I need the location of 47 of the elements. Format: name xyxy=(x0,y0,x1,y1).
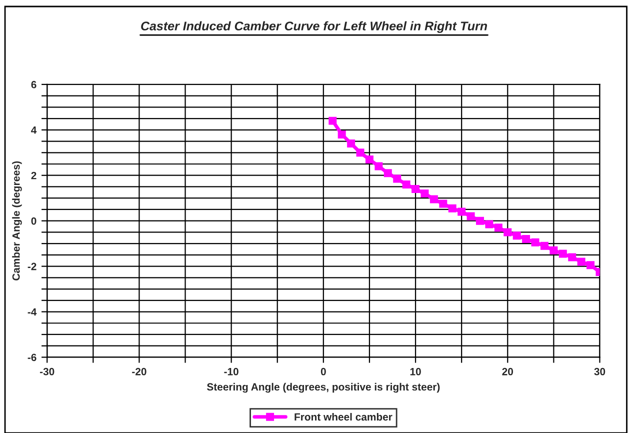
x-tick-label: -10 xyxy=(224,368,238,376)
point xyxy=(338,130,346,138)
point xyxy=(420,190,429,198)
y-tick-label: 2 xyxy=(31,172,36,180)
y-tick-label: 0 xyxy=(31,217,36,225)
point xyxy=(476,216,484,225)
point xyxy=(466,212,475,220)
y-tick-label: -2 xyxy=(28,262,36,270)
point xyxy=(412,185,420,193)
point xyxy=(577,258,586,266)
point xyxy=(531,238,540,246)
point xyxy=(328,116,337,125)
point xyxy=(448,204,456,212)
x-tick-label: -30 xyxy=(40,368,54,376)
point xyxy=(458,208,466,216)
point xyxy=(393,174,402,183)
point xyxy=(512,232,521,240)
point xyxy=(586,261,595,270)
x-tick-label: 30 xyxy=(594,368,606,376)
point xyxy=(384,169,392,178)
point xyxy=(347,140,356,148)
legend-label: Front wheel camber xyxy=(294,412,392,421)
point xyxy=(494,224,502,232)
point xyxy=(558,250,567,258)
y-tick-label: -4 xyxy=(28,308,37,316)
point xyxy=(356,148,364,157)
x-axis-title: Steering Angle (degrees, positive is right steer) xyxy=(206,382,440,393)
point xyxy=(568,253,576,262)
point xyxy=(540,242,548,250)
x-tick-label: -20 xyxy=(132,368,146,376)
x-tick-label: 0 xyxy=(320,368,326,376)
point xyxy=(504,228,512,236)
point xyxy=(550,246,558,254)
point xyxy=(522,235,530,244)
chart-title: Caster Induced Camber Curve for Left Wheel in Right Turn xyxy=(141,21,488,33)
y-tick-label: -6 xyxy=(28,354,36,362)
y-axis-title: Camber Angle (degrees) xyxy=(12,161,22,280)
point xyxy=(485,220,494,228)
y-tick-label: 6 xyxy=(31,80,36,88)
point xyxy=(430,195,438,204)
point xyxy=(365,155,374,164)
point xyxy=(374,162,383,170)
x-tick-label: 20 xyxy=(502,368,513,376)
x-tick-label: 10 xyxy=(410,368,421,376)
y-tick-label: 4 xyxy=(31,126,37,134)
point xyxy=(439,200,448,208)
point xyxy=(402,180,410,188)
